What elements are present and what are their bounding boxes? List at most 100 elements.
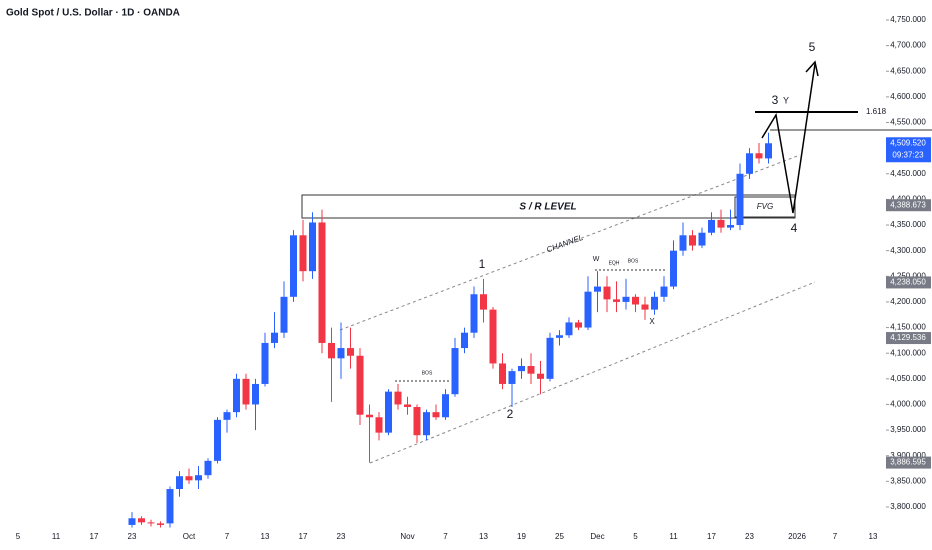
candle-body [318,222,326,343]
candle-body [423,412,430,436]
y-tick-label: 4,350.000 [890,220,926,229]
wave-label: Y [783,95,789,105]
candle-body [679,235,687,251]
candle-body [556,335,563,338]
candle-body [584,291,592,328]
x-tick-label: 7 [225,532,230,541]
candle-body [489,309,497,364]
y-tick-label: 4,750.000 [890,15,926,24]
candle-body [480,294,487,310]
candle-body [660,286,668,297]
candle-body [622,296,630,302]
channel-upper [339,154,801,331]
y-tick-label: 4,600.000 [890,92,926,101]
x-tick-label: Dec [590,532,604,541]
channel-label: CHANNEL [545,233,584,255]
candle-body [280,296,288,333]
candle-body [698,232,706,246]
candle-body [394,391,402,405]
price-tag [886,276,931,289]
candle-body [366,414,373,418]
price-tag-label: 4,238.050 [890,278,926,287]
price-tag [886,332,931,345]
wave-label: 3 [772,93,779,107]
x-tick-label: 23 [745,532,754,541]
candle-body [565,322,573,336]
x-tick-label: 11 [52,532,61,541]
candle-body [299,235,307,272]
candle-body [451,348,459,395]
candle-body [147,522,155,524]
wave-label: 5 [809,40,816,54]
candle-body [432,412,440,418]
candle-body [594,286,601,292]
candle-body [537,373,544,379]
candle-body [404,404,411,408]
x-tick-label: 11 [669,532,678,541]
candle-body [575,322,582,328]
candle-body [185,476,193,481]
y-tick-label: 4,700.000 [890,41,926,50]
candle-body [356,355,364,415]
candle-body [290,235,297,297]
candle-body [138,518,145,523]
candle-body [128,518,136,525]
x-tick-label: 23 [337,532,346,541]
candle-body [470,294,478,333]
candle-body [385,391,392,433]
sr-label: S / R LEVEL [519,202,576,213]
x-tick-label: Oct [183,532,196,541]
candle-body [233,378,240,413]
bos-label: BOS [422,370,433,376]
y-tick-label: 3,950.000 [890,425,926,434]
candle-body [641,304,649,310]
x-tick-label: 23 [128,532,137,541]
candle-body [603,286,611,300]
channel-lower [369,281,816,464]
candle-body [689,235,696,246]
y-tick-label: 3,850.000 [890,476,926,485]
y-tick-label: 4,250.000 [890,271,926,280]
candle-body [214,419,221,461]
price-tag-label: 3,886.595 [890,458,926,467]
w-label: W [593,256,600,263]
candle-body [223,412,231,420]
y-tick-label: 4,650.000 [890,66,926,75]
candle-body [736,173,744,226]
candle-body [727,225,734,228]
x-tick-label: 25 [555,532,564,541]
x-label: X [649,317,655,326]
fvg-label: FVG [757,202,773,211]
x-tick-label: 5 [16,532,21,541]
y-tick-label: 4,050.000 [890,374,926,383]
y-tick-label: 4,200.000 [890,297,926,306]
candle-body [261,342,269,384]
wave-label: 2 [507,407,514,421]
drawings [301,60,932,464]
candle-body [337,348,345,359]
y-tick-label: 4,400.000 [890,195,926,204]
candle-body [708,219,715,233]
candle-body [309,222,316,272]
x-tick-label: 13 [869,532,878,541]
candle-body [613,299,620,302]
y-tick-label: 4,000.000 [890,400,926,409]
x-tick-label: 13 [261,532,270,541]
price-tag [886,456,931,469]
x-tick-label: 2026 [788,532,806,541]
chart-title: Gold Spot / U.S. Dollar · 1D · OANDA [6,8,180,19]
candle-body [518,366,525,372]
y-tick-label: 3,800.000 [890,502,926,511]
candle-body [527,366,535,374]
candle-body [166,489,174,524]
y-tick-label: 4,100.000 [890,348,926,357]
y-tick-label: 4,550.000 [890,118,926,127]
candle-body [651,296,658,310]
candle-body [546,337,554,379]
candle-body [461,332,468,349]
candle-body [508,371,516,384]
x-tick-label: 5 [633,532,638,541]
candle-body [328,342,335,359]
y-tick-label: 4,150.000 [890,323,926,332]
